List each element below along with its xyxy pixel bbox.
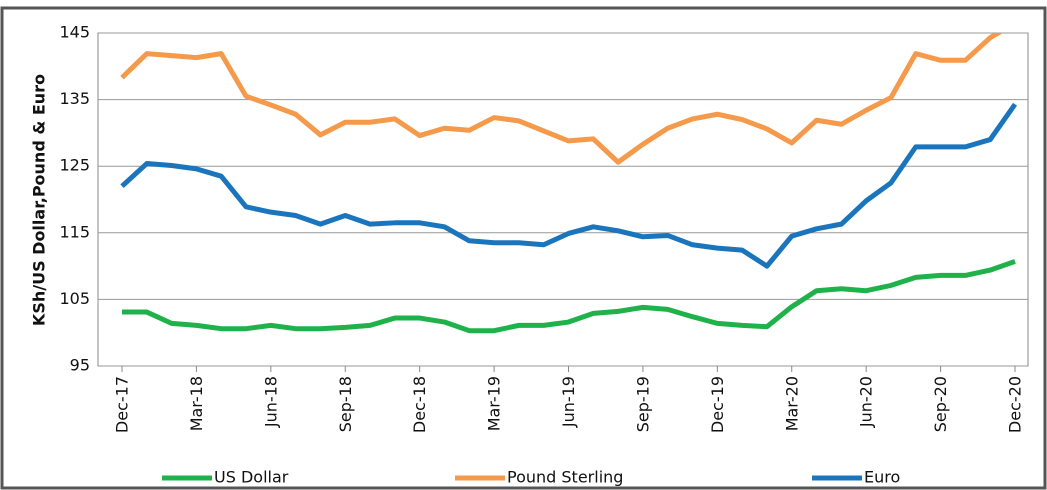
x-tick-label: Jun-19 xyxy=(559,376,578,428)
frame xyxy=(0,6,1047,490)
series-line xyxy=(120,102,1018,269)
y-tick-label: 95 xyxy=(70,356,90,375)
x-tick-label: Dec-20 xyxy=(1006,376,1025,433)
x-tick-label: Mar-18 xyxy=(187,376,206,431)
x-tick-label: Sep-19 xyxy=(633,376,652,432)
series-line xyxy=(122,259,1016,334)
x-tick-label: Dec-18 xyxy=(410,376,429,433)
y-axis-label: KSh/US Dollar,Pound & Euro xyxy=(30,74,49,326)
x-tick-label: Mar-20 xyxy=(782,376,801,431)
y-tick-label: 115 xyxy=(59,222,90,241)
legend-label: Euro xyxy=(864,468,900,487)
x-tick-label: Jun-18 xyxy=(261,376,280,428)
x-tick-label: Sep-18 xyxy=(336,376,355,432)
legend-label: US Dollar xyxy=(214,468,289,487)
series-line xyxy=(120,33,1004,165)
x-tick-label: Mar-19 xyxy=(485,376,504,431)
x-tick-label: Jun-20 xyxy=(857,376,876,428)
y-tick-label: 135 xyxy=(59,89,90,108)
x-tick-label: Dec-17 xyxy=(113,376,132,433)
y-tick-label: 105 xyxy=(59,289,90,308)
plot-lines xyxy=(120,33,1018,334)
y-tick-label: 145 xyxy=(59,23,90,42)
x-tick-label: Sep-20 xyxy=(931,376,950,432)
x-tick-label: Dec-19 xyxy=(708,376,727,433)
legend-label: Pound Sterling xyxy=(507,468,623,487)
y-tick-label: 125 xyxy=(59,156,90,175)
